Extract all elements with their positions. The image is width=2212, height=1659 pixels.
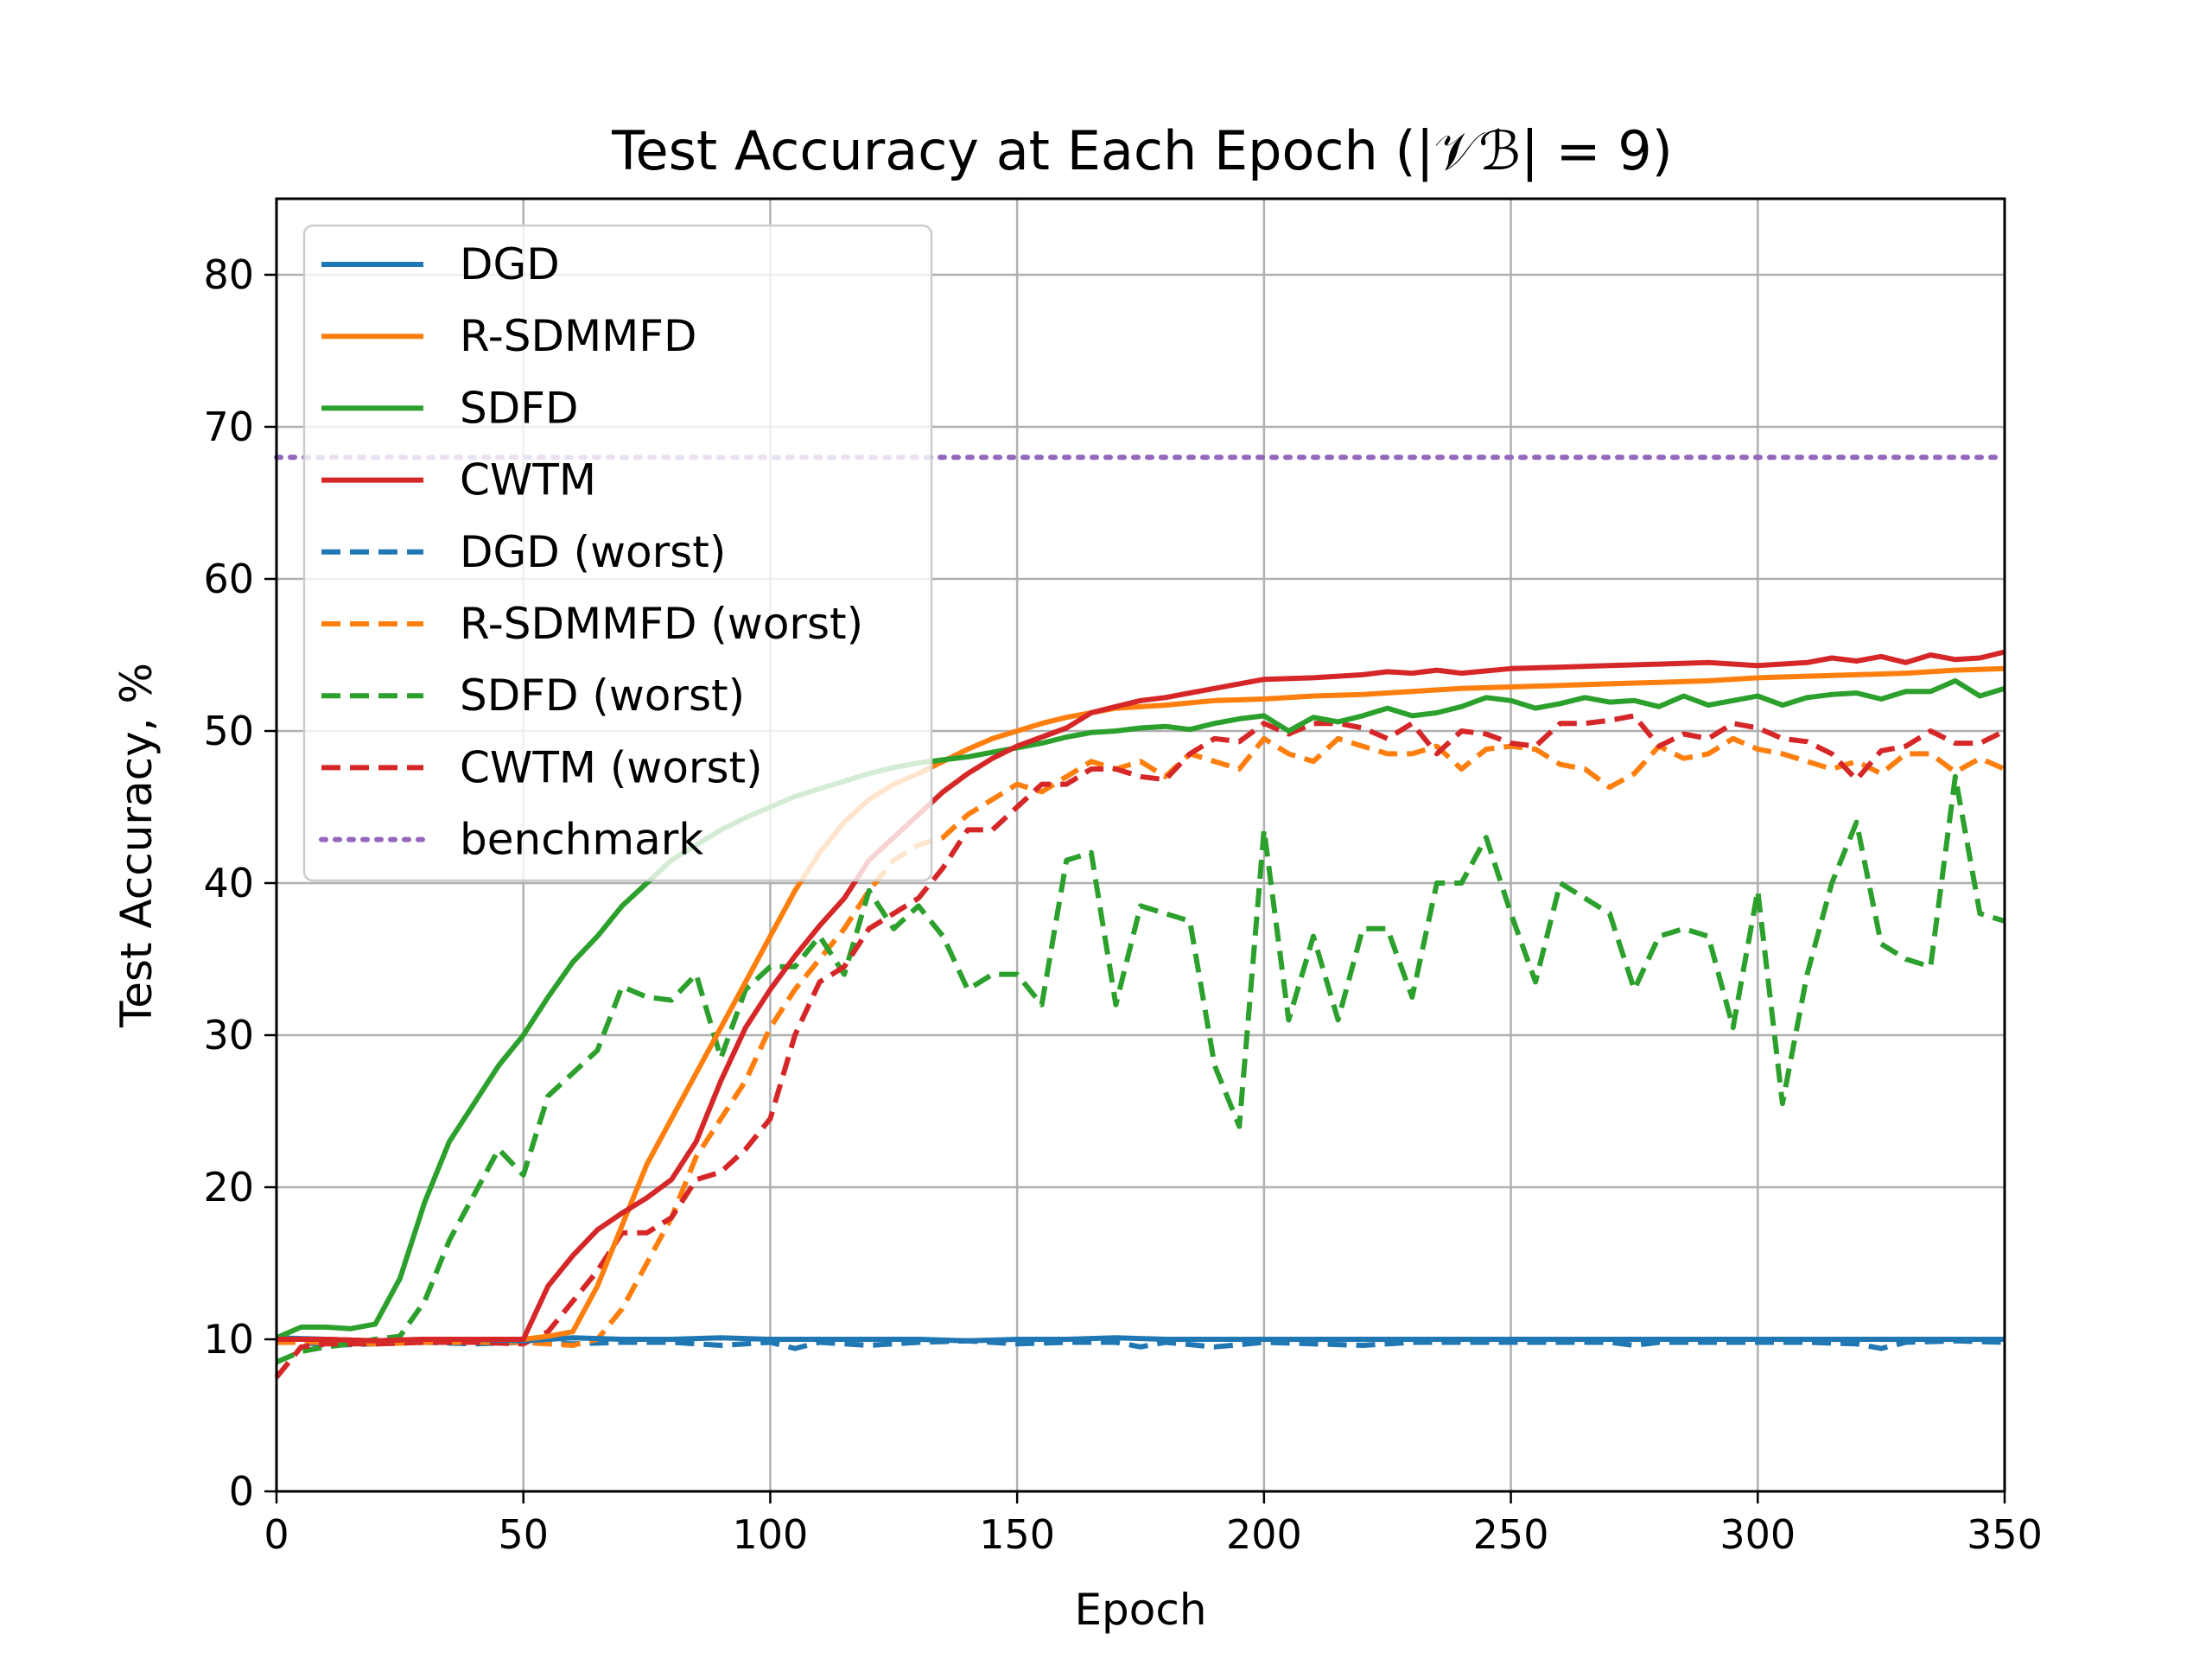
legend-label: CWTM	[460, 455, 596, 505]
x-tick-label: 150	[979, 1511, 1055, 1558]
y-axis-title: Test Accuracy, %	[111, 663, 162, 1028]
x-tick-label: 300	[1719, 1511, 1796, 1558]
y-tick-label: 20	[203, 1164, 254, 1211]
legend-label: benchmark	[460, 815, 703, 865]
legend-box	[302, 224, 933, 882]
y-tick-label: 10	[203, 1316, 254, 1363]
legend-label: SDFD (worst)	[460, 671, 745, 721]
legend-label: DGD (worst)	[460, 527, 726, 577]
series-line-cwtm-worst	[274, 713, 2006, 1379]
x-tick-label: 200	[1226, 1511, 1302, 1558]
y-tick-label: 70	[203, 404, 254, 450]
x-tick-label: 250	[1473, 1511, 1549, 1558]
series-line-sdfd-worst	[275, 773, 2005, 1365]
series-line-r-sdmmfd-worst	[276, 735, 2006, 1348]
legend-label: SDFD	[460, 383, 579, 433]
y-axis: 0 10 20 30 40 50 60 70 80	[203, 251, 276, 1515]
legend: DGD R-SDMMFD SDFD CWTM DGD (worst) R-SDMMFD (…	[302, 224, 933, 882]
x-tick-label: 350	[1967, 1511, 2043, 1558]
plot-area: DGD R-SDMMFD SDFD CWTM DGD (worst) R-SDMMFD (…	[274, 197, 2007, 1493]
series-line-cwtm	[276, 649, 2005, 1344]
y-tick-label: 80	[203, 251, 254, 298]
series-line-dgd-worst	[276, 1337, 2005, 1351]
series-line-r-sdmmfd	[276, 665, 2005, 1344]
legend-label: CWTM (worst)	[460, 742, 763, 792]
y-tick-label: 30	[203, 1012, 254, 1058]
y-tick-label: 0	[229, 1468, 254, 1515]
y-tick-label: 40	[203, 860, 254, 906]
x-tick-label: 50	[498, 1511, 549, 1558]
y-tick-label: 60	[203, 556, 254, 602]
x-axis: 0 50 100 150 200 250 300 350	[264, 1491, 2043, 1558]
y-tick-label: 50	[203, 708, 254, 754]
series-line-sdfd	[275, 677, 2005, 1340]
legend-label: DGD	[460, 239, 560, 289]
x-axis-title: Epoch	[1074, 1585, 1206, 1635]
x-tick-label: 0	[264, 1511, 289, 1558]
x-tick-label: 100	[733, 1511, 809, 1558]
chart-title: Test Accuracy at Each Epoch (|𝒱ℬ| = 9)	[611, 119, 1673, 183]
plot-frame	[275, 197, 2006, 1493]
series-line-dgd	[276, 1335, 2005, 1344]
legend-label: R-SDMMFD (worst)	[460, 599, 863, 649]
legend-label: R-SDMMFD	[460, 311, 697, 361]
